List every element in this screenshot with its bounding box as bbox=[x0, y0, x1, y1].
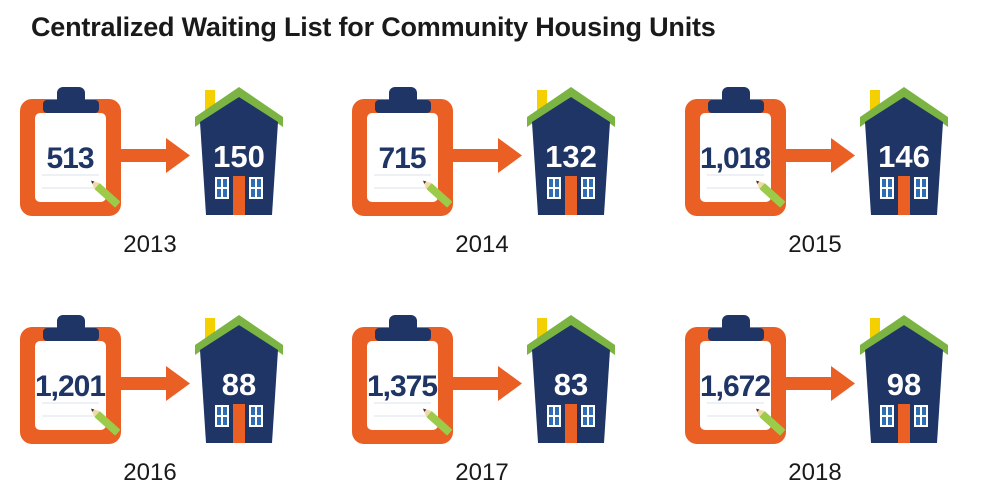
housing-units-value: 132 bbox=[545, 139, 597, 174]
waiting-list-value: 1,018 bbox=[700, 142, 770, 175]
house-icon bbox=[527, 315, 615, 443]
year-group-2015: 1,018 146 2015 bbox=[685, 87, 948, 258]
house-icon bbox=[860, 87, 948, 215]
arrow-icon bbox=[120, 366, 190, 401]
arrow-icon bbox=[452, 366, 522, 401]
arrow-icon bbox=[785, 366, 855, 401]
year-label: 2017 bbox=[455, 459, 508, 486]
arrow-icon bbox=[785, 138, 855, 173]
chart-title: Centralized Waiting List for Community H… bbox=[31, 12, 716, 42]
pencil-icon bbox=[756, 180, 786, 208]
year-group-2013: 513 150 2013 bbox=[20, 87, 283, 258]
house-icon bbox=[527, 87, 615, 215]
house-icon bbox=[860, 315, 948, 443]
year-label: 2013 bbox=[123, 231, 176, 258]
year-group-2017: 1,375 83 2017 bbox=[352, 315, 615, 486]
housing-units-value: 88 bbox=[222, 367, 256, 402]
housing-units-value: 146 bbox=[878, 139, 930, 174]
pencil-icon bbox=[423, 408, 453, 436]
housing-units-value: 150 bbox=[213, 139, 265, 174]
year-label: 2016 bbox=[123, 459, 176, 486]
waiting-list-value: 1,201 bbox=[35, 370, 105, 403]
pencil-icon bbox=[756, 408, 786, 436]
house-icon bbox=[195, 315, 283, 443]
arrow-icon bbox=[452, 138, 522, 173]
waiting-list-value: 1,375 bbox=[367, 370, 437, 403]
waiting-list-value: 715 bbox=[378, 142, 425, 175]
year-group-2014: 715 132 2014 bbox=[352, 87, 615, 258]
year-label: 2018 bbox=[788, 459, 841, 486]
year-group-2016: 1,201 88 2016 bbox=[20, 315, 283, 486]
pencil-icon bbox=[91, 180, 121, 208]
arrow-icon bbox=[120, 138, 190, 173]
pencil-icon bbox=[91, 408, 121, 436]
waiting-list-value: 1,672 bbox=[700, 370, 770, 403]
year-group-2018: 1,672 98 2018 bbox=[685, 315, 948, 486]
housing-units-value: 98 bbox=[887, 367, 921, 402]
housing-units-value: 83 bbox=[554, 367, 588, 402]
year-label: 2014 bbox=[455, 231, 508, 258]
pencil-icon bbox=[423, 180, 453, 208]
year-label: 2015 bbox=[788, 231, 841, 258]
house-icon bbox=[195, 87, 283, 215]
waiting-list-value: 513 bbox=[46, 142, 93, 175]
